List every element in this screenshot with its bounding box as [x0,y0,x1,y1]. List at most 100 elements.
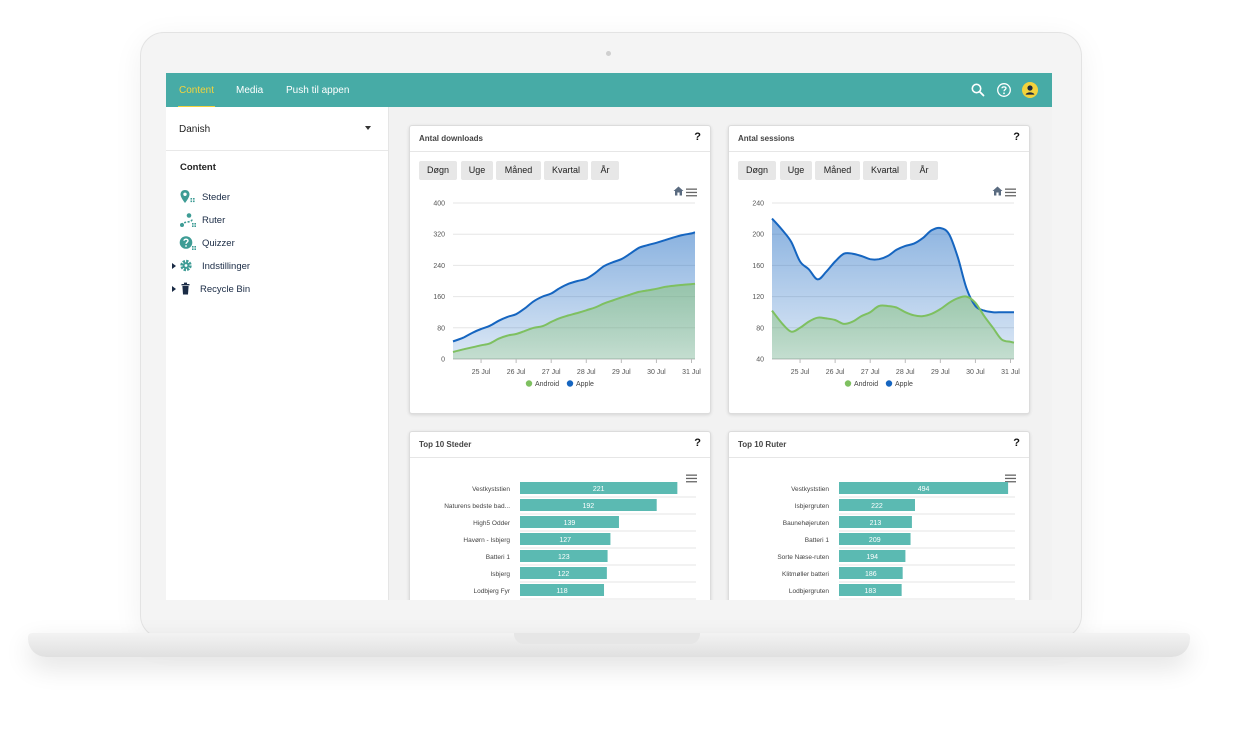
bar-category-label: Isbjerg [490,571,510,578]
y-tick-label: 80 [437,325,445,332]
tab-content[interactable]: Content [177,85,216,108]
legend-marker-apple [566,380,574,387]
downloads-chart: 0 80 160 240 320 400 25 Jul 26 Jul 27 Jul 28 Jul 2… [433,201,701,389]
help-icon[interactable]: ? [1013,437,1020,449]
y-tick-label: 80 [756,325,764,332]
bar-data-label: 183 [864,588,876,595]
top-steder-card: Top 10 Steder ? Vestkyststien 221 Naturens… [409,431,711,600]
bar [520,516,619,528]
y-tick-label: 200 [752,232,764,239]
bar [839,499,915,511]
y-tick-label: 160 [752,263,764,270]
x-tick-label: 26 Jul [507,369,526,376]
x-tick-label: 30 Jul [647,369,666,376]
laptop-notch [514,633,700,644]
card-title: Top 10 Ruter [738,440,787,449]
menu-icon[interactable] [686,470,697,488]
language-select[interactable]: Danish [179,124,211,135]
chevron-down-icon[interactable] [365,126,371,130]
period-button-dogn[interactable]: Døgn [738,161,776,180]
bar [839,516,912,528]
period-button-kvartal[interactable]: Kvartal [863,161,907,180]
menu-icon[interactable] [686,184,697,202]
y-tick-label: 240 [433,263,445,270]
x-tick-label: 27 Jul [542,369,561,376]
legend-label-apple: Apple [895,381,913,388]
divider [410,151,710,152]
y-tick-label: 120 [752,294,764,301]
bar [520,567,607,579]
bar-data-label: 123 [558,554,570,561]
bar-data-label: 222 [871,503,883,510]
help-icon[interactable]: ? [694,437,701,449]
menu-icon[interactable] [1005,184,1016,202]
bar-category-label: Vestkyststien [472,486,510,493]
bar [839,533,911,545]
sidebar-item-indstillinger[interactable]: Indstillinger [166,257,388,275]
bar-category-label: Sorte Næse-ruten [777,554,829,561]
card-title: Antal sessions [738,134,795,143]
period-button-kvartal[interactable]: Kvartal [544,161,588,180]
bar-data-label: 127 [559,537,571,544]
help-icon[interactable]: ? [694,131,701,143]
home-icon[interactable] [673,183,684,201]
help-icon[interactable] [996,82,1012,98]
top-ruter-card: Top 10 Ruter ? Vestkyststien 494 Isbjergru… [728,431,1030,600]
bar-category-label: Isbjergruten [795,503,830,510]
sidebar-item-label: Ruter [202,215,226,226]
bar-category-label: Klitmøller batteri [782,571,829,578]
bar [839,550,906,562]
series-line-android [452,282,696,353]
divider [410,457,710,458]
x-tick-label: 31 Jul [682,369,701,376]
x-tick-label: 25 Jul [791,369,810,376]
help-icon[interactable]: ? [1013,131,1020,143]
divider [729,457,1029,458]
bar [520,533,611,545]
sidebar: Danish Content Steder Ruter Quizzer Inds… [166,107,389,600]
caret-right-icon[interactable] [172,286,176,292]
bar-category-label: Baunehøjeruten [783,520,830,527]
bar-data-label: 118 [556,588,567,595]
sidebar-item-recycle-bin[interactable]: Recycle Bin [166,280,388,298]
period-button-dogn[interactable]: Døgn [419,161,457,180]
bar [839,567,903,579]
caret-right-icon[interactable] [172,263,176,269]
user-icon[interactable] [1022,82,1038,98]
app-screen: Content Media Push til appen Danish Cont… [166,73,1052,600]
x-tick-label: 29 Jul [931,369,950,376]
bar [520,584,605,596]
period-button-uge[interactable]: Uge [780,161,812,180]
bar-data-label: 122 [558,571,570,578]
sidebar-item-steder[interactable]: Steder [166,188,388,206]
sessions-chart: 40 80 120 160 200 240 25 Jul 26 Jul 27 Jul 28 Jul… [752,201,1020,389]
series-area-android [772,296,1014,359]
x-tick-label: 31 Jul [1001,369,1020,376]
period-button-maaned[interactable]: Måned [496,161,541,180]
period-button-aar[interactable]: År [910,161,938,180]
sidebar-item-quizzer[interactable]: Quizzer [166,234,388,252]
top-steder-chart: Vestkyststien 221 Naturens bedste bad... 19… [444,482,696,600]
bar-data-label: 194 [866,554,878,561]
y-tick-label: 400 [433,201,445,208]
search-icon[interactable] [970,82,986,98]
bar-data-label: 213 [870,520,882,527]
bar-category-label: Naturens bedste bad... [444,503,510,510]
legend-label-android: Android [535,381,559,388]
menu-icon[interactable] [1005,470,1016,488]
sidebar-item-label: Recycle Bin [200,284,251,295]
sidebar-item-ruter[interactable]: Ruter [166,211,388,229]
bar [520,499,657,511]
tab-push-til-appen[interactable]: Push til appen [286,85,350,96]
route-icon [180,213,196,227]
gear-icon [180,259,192,272]
bar-data-label: 139 [564,520,576,527]
y-tick-label: 160 [433,294,445,301]
trash-icon [181,282,190,295]
period-button-maaned[interactable]: Måned [815,161,860,180]
camera [606,51,611,56]
period-button-uge[interactable]: Uge [461,161,493,180]
home-icon[interactable] [992,183,1003,201]
tab-media[interactable]: Media [236,85,264,96]
period-button-aar[interactable]: År [591,161,619,180]
